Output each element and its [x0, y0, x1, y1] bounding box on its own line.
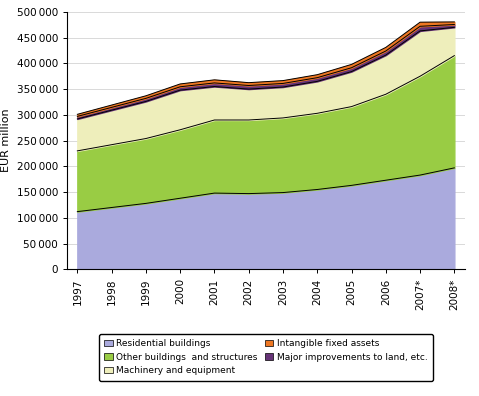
Legend: Residential buildings, Other buildings  and structures, Machinery and equipment,: Residential buildings, Other buildings a… [99, 334, 433, 381]
Y-axis label: EUR million: EUR million [1, 109, 11, 172]
